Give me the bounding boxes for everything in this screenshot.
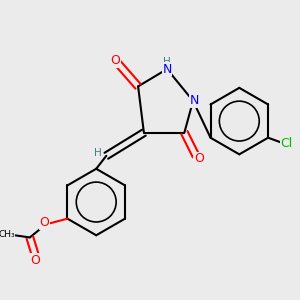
Text: O: O — [39, 217, 49, 230]
Text: N: N — [190, 94, 199, 107]
Text: CH₃: CH₃ — [0, 230, 15, 239]
Text: H: H — [94, 148, 101, 158]
Text: N: N — [162, 63, 172, 76]
Text: O: O — [31, 254, 40, 267]
Text: Cl: Cl — [281, 137, 293, 150]
Text: O: O — [194, 152, 204, 165]
Text: H: H — [163, 57, 171, 67]
Text: O: O — [110, 54, 120, 67]
